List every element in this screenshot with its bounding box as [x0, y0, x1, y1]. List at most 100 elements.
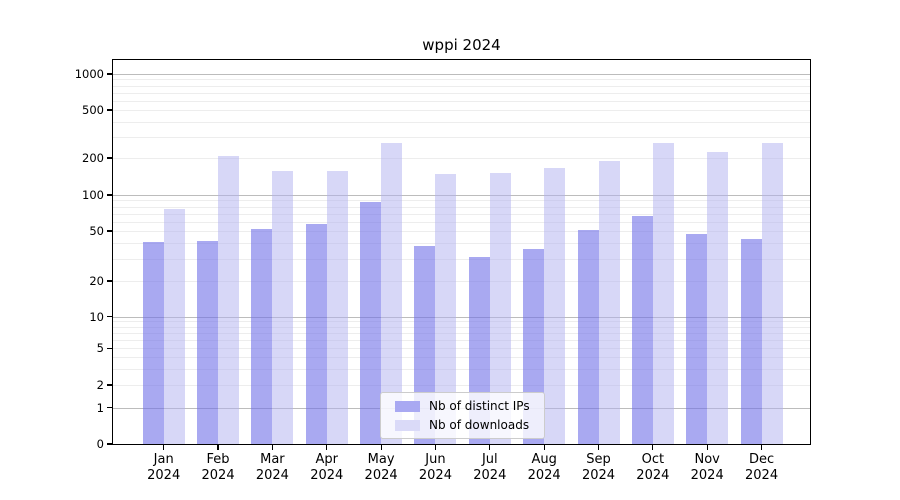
x-tick-month: May — [367, 452, 395, 467]
x-tick-year: 2024 — [581, 468, 616, 483]
x-tick-mark — [760, 445, 763, 450]
x-tick-year: 2024 — [527, 468, 561, 483]
y-tick-label: 200 — [82, 151, 104, 165]
x-tick-month: Nov — [694, 452, 720, 467]
legend-entry-distinct-ips: Nb of distinct IPs — [395, 399, 544, 413]
y-tick-mark — [107, 157, 112, 159]
bar-distinct-ips — [197, 240, 219, 444]
x-tick-year: 2024 — [147, 468, 181, 483]
gridline-major — [113, 74, 810, 75]
gridline — [113, 348, 810, 350]
x-tick-label: Oct 2024 — [623, 452, 683, 484]
gridline — [113, 321, 810, 323]
bar-downloads — [652, 142, 674, 444]
y-tick-label: 1000 — [74, 67, 104, 81]
bar-downloads — [435, 174, 457, 444]
gridline — [113, 213, 810, 215]
x-tick-mark — [217, 445, 219, 450]
y-tick-label: 20 — [89, 274, 104, 288]
gridline — [113, 200, 810, 202]
legend-label-downloads: Nb of downloads — [429, 418, 530, 432]
y-tick-mark — [107, 315, 112, 318]
x-tick-year: 2024 — [310, 468, 344, 483]
bar-downloads — [218, 156, 240, 444]
x-tick-label: Apr 2024 — [297, 452, 357, 484]
x-tick-year: 2024 — [418, 468, 452, 483]
bar-downloads — [707, 152, 729, 444]
bar-downloads — [598, 160, 620, 444]
bar-downloads — [381, 143, 403, 444]
x-tick-month: Mar — [260, 452, 285, 467]
x-tick-label: Dec 2024 — [732, 452, 792, 484]
plot-area — [113, 60, 810, 444]
gridline — [113, 136, 810, 138]
bar-distinct-ips — [360, 202, 382, 444]
x-tick-month: Aug — [531, 452, 557, 467]
x-tick-label: Mar 2024 — [242, 452, 302, 484]
gridline — [113, 357, 810, 359]
gridline — [113, 92, 810, 94]
gridline — [113, 121, 810, 123]
gridline — [113, 158, 810, 159]
y-tick-mark — [107, 194, 112, 196]
x-tick-label: Nov 2024 — [677, 452, 737, 484]
x-tick-mark — [489, 445, 491, 450]
bar-downloads — [544, 168, 566, 444]
y-tick-mark — [107, 384, 112, 386]
gridline — [113, 243, 810, 245]
y-tick-mark — [107, 109, 112, 111]
x-tick-month: Oct — [641, 452, 665, 467]
x-tick-month: Apr — [315, 452, 339, 467]
x-tick-year: 2024 — [364, 468, 398, 483]
x-tick-mark — [652, 445, 654, 450]
x-tick-label: Aug 2024 — [514, 452, 574, 484]
x-tick-year: 2024 — [201, 468, 235, 483]
bar-distinct-ips — [686, 234, 708, 444]
x-tick-label: Feb 2024 — [188, 452, 248, 484]
bar-downloads — [272, 170, 294, 444]
bar-distinct-ips — [305, 224, 327, 444]
gridline — [113, 221, 810, 223]
gridline — [113, 258, 810, 260]
x-tick-month: Jan — [153, 452, 174, 467]
gridline-major — [113, 316, 810, 318]
legend-swatch-downloads-icon — [395, 419, 420, 431]
y-tick-label: 50 — [89, 224, 104, 238]
gridline — [113, 110, 810, 111]
x-tick-mark — [271, 445, 273, 450]
x-tick-month: Jul — [481, 452, 498, 467]
y-tick-label: 500 — [82, 103, 104, 117]
x-tick-label: Jun 2024 — [405, 452, 465, 484]
gridline — [113, 368, 810, 370]
bar-distinct-ips — [631, 215, 653, 444]
y-tick-mark — [107, 347, 112, 349]
y-tick-label: 10 — [89, 309, 104, 324]
y-tick-mark — [107, 280, 112, 282]
gridline — [113, 85, 810, 87]
x-tick-year: 2024 — [690, 468, 724, 483]
x-tick-mark — [434, 445, 437, 450]
legend: Nb of distinct IPs Nb of downloads — [380, 392, 545, 439]
x-tick-label: Jan 2024 — [134, 452, 194, 484]
bar-downloads — [489, 172, 511, 444]
bar-downloads — [326, 171, 348, 444]
gridline — [113, 339, 810, 341]
x-tick-label: Jul 2024 — [460, 452, 520, 484]
y-tick-label: 2 — [96, 378, 104, 392]
y-tick-label: 0 — [96, 437, 104, 451]
legend-label-distinct-ips: Nb of distinct IPs — [429, 399, 530, 413]
gridline — [113, 281, 810, 282]
y-tick-mark — [107, 73, 112, 75]
y-tick-mark — [107, 230, 112, 232]
x-tick-month: Jun — [425, 452, 446, 467]
x-tick-year: 2024 — [255, 468, 289, 483]
x-tick-mark — [380, 445, 382, 450]
x-tick-label: Sep 2024 — [569, 452, 629, 484]
chart-title: wppi 2024 — [422, 36, 501, 54]
x-tick-label: May 2024 — [351, 452, 411, 484]
gridline — [113, 326, 810, 328]
x-tick-mark — [163, 445, 165, 450]
x-tick-mark — [706, 445, 708, 450]
x-tick-month: Dec — [748, 452, 775, 467]
